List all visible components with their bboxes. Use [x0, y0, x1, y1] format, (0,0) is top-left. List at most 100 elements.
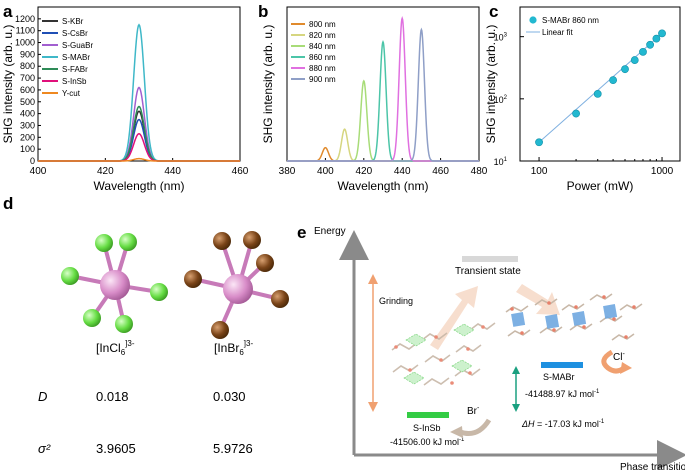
br-atom	[213, 232, 231, 250]
chart-c-y-label: SHG intensity (arb. u.)	[484, 25, 498, 144]
panel-letter-d: d	[3, 194, 13, 213]
legend-label: Y-cut	[62, 89, 81, 98]
data-point	[652, 34, 661, 43]
panel-letter-e: e	[297, 223, 306, 242]
data-point	[572, 109, 580, 118]
row-sigma-label: σ²	[38, 441, 51, 456]
incl6-label: [InCl6]3-	[96, 339, 135, 357]
y-tick-label: 100	[20, 144, 35, 154]
x-tick-label: 100	[531, 166, 548, 177]
cl-atom	[150, 283, 168, 301]
in-atom	[100, 270, 130, 300]
legend-label: S-MABr 860 nm	[542, 16, 599, 25]
legend-label: 900 nm	[309, 75, 336, 84]
s-mabr-level-bar	[541, 362, 583, 368]
incl6-octahedron	[61, 233, 168, 333]
s-insb-energy: -41506.00 kJ mol-1	[390, 437, 465, 447]
chart-a: 0100200300400500600700800900100011001200…	[1, 6, 249, 193]
x-tick-label: 380	[279, 166, 296, 177]
y-tick-label: 1000	[15, 38, 35, 48]
cl-atom	[119, 233, 137, 251]
data-point	[535, 138, 543, 147]
chart-b: 380 400 420 440 460 480 800 nm 820 nm 840 nm 860…	[261, 6, 488, 193]
inbr6-d-value: 0.030	[213, 389, 246, 404]
transient-label: Transient state	[455, 266, 521, 277]
legend-label: S-MABr	[62, 53, 90, 62]
chart-c-frame	[519, 6, 681, 162]
panel-letter-a: a	[3, 2, 13, 21]
transient-level-bar	[462, 256, 518, 262]
pathway-arrow-down	[516, 284, 560, 315]
s-mabr-structure	[505, 293, 643, 341]
br-atom	[271, 290, 289, 308]
cl-atom	[83, 309, 101, 327]
cl-atom	[61, 267, 79, 285]
cl-ion-label: Cl-	[613, 351, 625, 363]
cl-exchange-arrow	[601, 349, 632, 374]
panel-letter-c: c	[489, 2, 498, 21]
energy-difference-arrow	[512, 366, 520, 412]
data-point	[630, 56, 639, 64]
chart-a-y-label: SHG intensity (arb. u.)	[1, 25, 15, 144]
br-exchange-arrow	[450, 418, 492, 438]
delta-h-value: ΔH = -17.03 kJ mol-1	[521, 419, 605, 429]
x-tick-label: 420	[355, 166, 372, 177]
x-tick-label: 480	[471, 166, 488, 177]
y-tick-label: 500	[20, 97, 35, 107]
grinding-arrow	[368, 274, 378, 412]
row-d-label: D	[38, 389, 47, 404]
s-insb-structure	[391, 322, 496, 386]
series-line	[287, 128, 479, 162]
chart-b-x-label: Wavelength (nm)	[338, 179, 429, 193]
chart-a-series	[38, 23, 240, 162]
inbr6-label: [InBr6]3-	[214, 339, 253, 357]
data-point	[609, 76, 617, 85]
y-tick-label: 103	[494, 33, 508, 43]
series-line	[38, 86, 240, 162]
x-tick-label: 460	[232, 166, 249, 177]
y-tick-label: 700	[20, 73, 35, 83]
y-tick-label: 0	[30, 156, 35, 166]
legend-label: 860 nm	[309, 53, 336, 62]
y-tick-label: 600	[20, 85, 35, 95]
x-tick-label: 440	[394, 166, 411, 177]
legend-label: Linear fit	[542, 28, 573, 37]
series-line	[38, 157, 240, 162]
inbr6-sigma-value: 5.9726	[213, 441, 253, 456]
s-insb-level-bar	[407, 412, 449, 418]
y-tick-label: 1200	[15, 14, 35, 24]
chart-c-series	[535, 29, 666, 147]
data-point	[646, 40, 655, 49]
x-tick-label: 460	[432, 166, 449, 177]
x-tick-label: 1000	[651, 166, 674, 177]
y-tick-base: 10	[494, 33, 504, 43]
chart-b-series	[287, 15, 479, 162]
energy-axis-label: Energy	[314, 226, 346, 237]
s-insb-label: S-InSb	[413, 423, 441, 433]
chart-a-legend: S-KBr S-CsBr S-GuaBr S-MABr S-FABr S-InSb Y-cu…	[42, 17, 93, 98]
data-point	[658, 29, 666, 38]
chart-a-x-ticks: 400 420 440 460	[30, 158, 249, 177]
data-point	[621, 65, 629, 74]
x-tick-label: 400	[30, 166, 47, 177]
y-tick-label: 800	[20, 61, 35, 71]
legend-label: S-CsBr	[62, 29, 88, 38]
br-atom	[256, 254, 274, 272]
legend-label: 840 nm	[309, 42, 336, 51]
chart-b-y-label: SHG intensity (arb. u.)	[261, 25, 275, 144]
x-tick-label: 440	[164, 166, 181, 177]
panel-e: Energy Phase transition Grinding Transie…	[314, 226, 685, 473]
in-atom	[223, 274, 253, 304]
grinding-label: Grinding	[379, 296, 413, 306]
chart-b-legend: 800 nm 820 nm 840 nm 860 nm 880 nm 900 nm	[291, 20, 336, 84]
series-line	[287, 146, 479, 162]
series-line	[38, 132, 240, 162]
incl6-d-value: 0.018	[96, 389, 129, 404]
series-line	[287, 79, 479, 162]
y-tick-exponent: 2	[504, 95, 508, 101]
cl-atom	[115, 315, 133, 333]
